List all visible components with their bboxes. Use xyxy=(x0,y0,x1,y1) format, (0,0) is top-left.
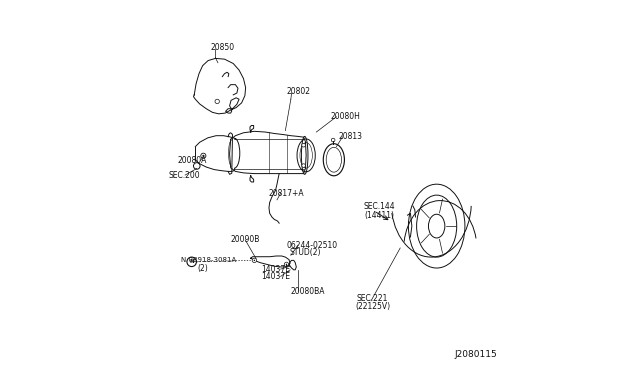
Text: N 08918-3081A: N 08918-3081A xyxy=(182,257,237,263)
Circle shape xyxy=(302,143,305,147)
Text: (22125V): (22125V) xyxy=(356,302,391,311)
Text: 14037E: 14037E xyxy=(262,272,291,281)
Circle shape xyxy=(302,164,305,167)
Text: 20817+A: 20817+A xyxy=(269,189,305,198)
Text: J2080115: J2080115 xyxy=(454,350,497,359)
Text: SEC.200: SEC.200 xyxy=(169,171,200,180)
Text: 20802: 20802 xyxy=(287,87,310,96)
Text: 20080BA: 20080BA xyxy=(290,287,324,296)
Text: 20090B: 20090B xyxy=(230,235,260,244)
Text: 20850: 20850 xyxy=(211,43,235,52)
Text: SEC.144: SEC.144 xyxy=(364,202,396,211)
Circle shape xyxy=(252,258,257,263)
Text: SEC.221: SEC.221 xyxy=(356,294,388,303)
Circle shape xyxy=(203,155,204,157)
Text: 20080H: 20080H xyxy=(331,112,361,121)
Circle shape xyxy=(253,260,255,261)
Text: (2): (2) xyxy=(198,263,209,273)
Text: STUD(2): STUD(2) xyxy=(289,248,321,257)
Text: N: N xyxy=(189,259,194,264)
Text: 06244-02510: 06244-02510 xyxy=(287,241,337,250)
Text: 20080A: 20080A xyxy=(178,156,207,165)
Circle shape xyxy=(284,262,289,267)
Text: 14037E: 14037E xyxy=(262,264,291,274)
Text: 20813: 20813 xyxy=(338,132,362,141)
Circle shape xyxy=(285,264,287,265)
Text: (14411): (14411) xyxy=(364,211,394,220)
